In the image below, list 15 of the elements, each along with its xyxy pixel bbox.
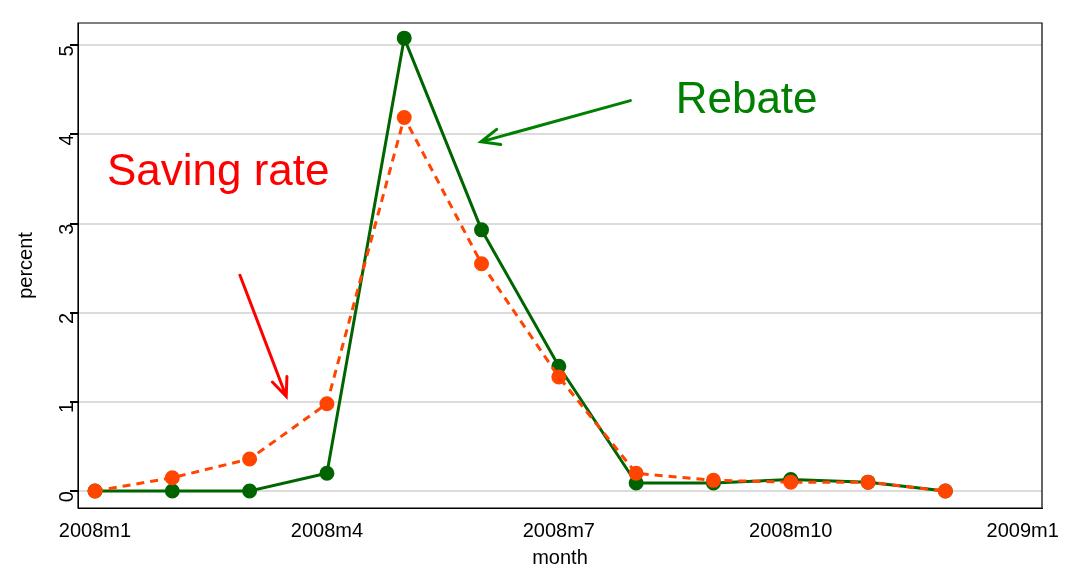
x-tick-label: 2008m7 bbox=[522, 518, 595, 541]
y-tick-label: 0 bbox=[54, 491, 77, 503]
x-axis-title: month bbox=[532, 545, 588, 568]
y-tick-label: 2 bbox=[54, 312, 77, 324]
series-label: Saving rate bbox=[106, 145, 330, 195]
x-tick-label: 2008m10 bbox=[749, 518, 833, 541]
x-tick-label: 2009m1 bbox=[986, 518, 1059, 541]
text: Rebate bbox=[675, 72, 818, 122]
x-tick-label: 2008m1 bbox=[58, 518, 132, 541]
y-axis-title: percent bbox=[13, 231, 36, 299]
y-tick-label: 1 bbox=[54, 401, 77, 414]
y-tick-label: 3 bbox=[54, 223, 77, 235]
x-tick-label: 2008m4 bbox=[290, 518, 364, 541]
y-tick-label: 4 bbox=[54, 134, 77, 146]
y-tick-label: 5 bbox=[54, 45, 77, 57]
